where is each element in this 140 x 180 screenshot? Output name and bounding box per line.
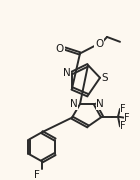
Text: F: F <box>124 113 130 123</box>
Text: O: O <box>95 39 103 49</box>
Text: O: O <box>56 44 64 54</box>
Text: N: N <box>96 99 104 109</box>
Text: S: S <box>102 73 108 83</box>
Text: F: F <box>120 121 126 131</box>
Text: N: N <box>63 68 71 78</box>
Text: F: F <box>120 104 126 114</box>
Text: N: N <box>70 99 78 109</box>
Text: F: F <box>34 170 40 180</box>
